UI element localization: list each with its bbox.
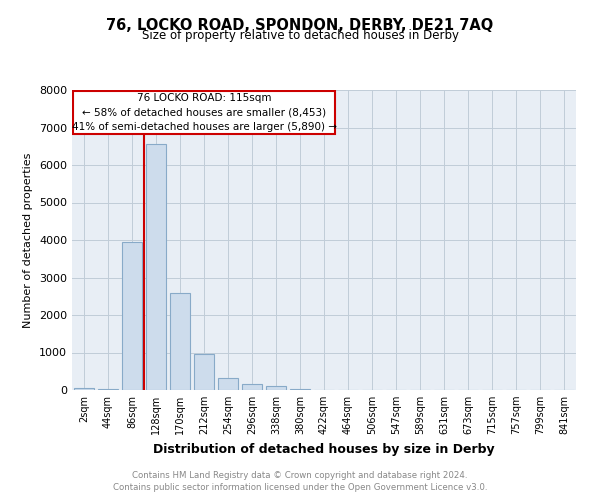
Bar (98, 389, 118, 390)
Bar (170, 292, 190, 390)
Bar (218, 378, 238, 390)
Bar (266, 386, 286, 390)
Y-axis label: Number of detached properties: Number of detached properties (23, 152, 34, 328)
Text: Contains HM Land Registry data © Crown copyright and database right 2024.
Contai: Contains HM Land Registry data © Crown c… (113, 471, 487, 492)
Text: Size of property relative to detached houses in Derby: Size of property relative to detached ho… (142, 29, 458, 42)
Bar (73, 91, 335, 134)
X-axis label: Distribution of detached houses by size in Derby: Distribution of detached houses by size … (153, 442, 495, 456)
Bar (242, 384, 262, 390)
Bar (122, 242, 142, 390)
Bar (290, 389, 310, 390)
Bar (146, 144, 166, 390)
Text: 76, LOCKO ROAD, SPONDON, DERBY, DE21 7AQ: 76, LOCKO ROAD, SPONDON, DERBY, DE21 7AQ (106, 18, 494, 32)
Bar (74, 388, 94, 390)
Bar (194, 354, 214, 390)
Text: 76 LOCKO ROAD: 115sqm
← 58% of detached houses are smaller (8,453)
41% of semi-d: 76 LOCKO ROAD: 115sqm ← 58% of detached … (71, 92, 337, 132)
